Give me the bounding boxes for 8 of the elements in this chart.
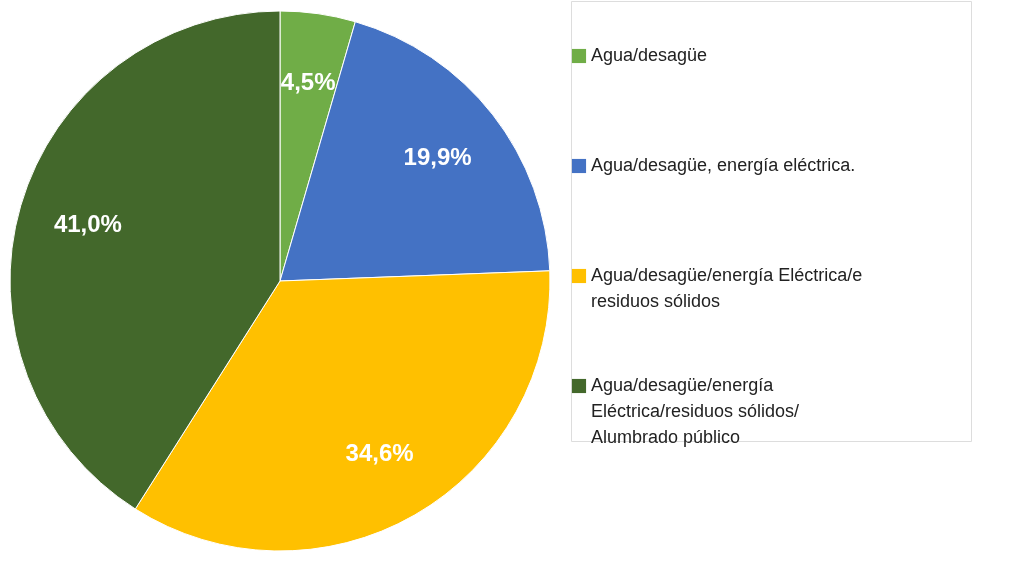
legend-label: Agua/desagüe/energía Eléctrica/residuos sólidos/ Alumbrado público (591, 375, 800, 447)
legend-label: Agua/desagüe, energía eléctrica. (591, 155, 856, 175)
legend-label: Agua/desagüe (591, 45, 708, 65)
legend-label: Agua/desagüe/energía Eléctrica/e residuos sólidos (591, 265, 863, 311)
data-label: 41,0% (53, 210, 122, 238)
data-label: 19,9% (403, 142, 472, 170)
data-label: 4,5% (280, 68, 336, 95)
data-label: 34,6% (345, 439, 414, 467)
